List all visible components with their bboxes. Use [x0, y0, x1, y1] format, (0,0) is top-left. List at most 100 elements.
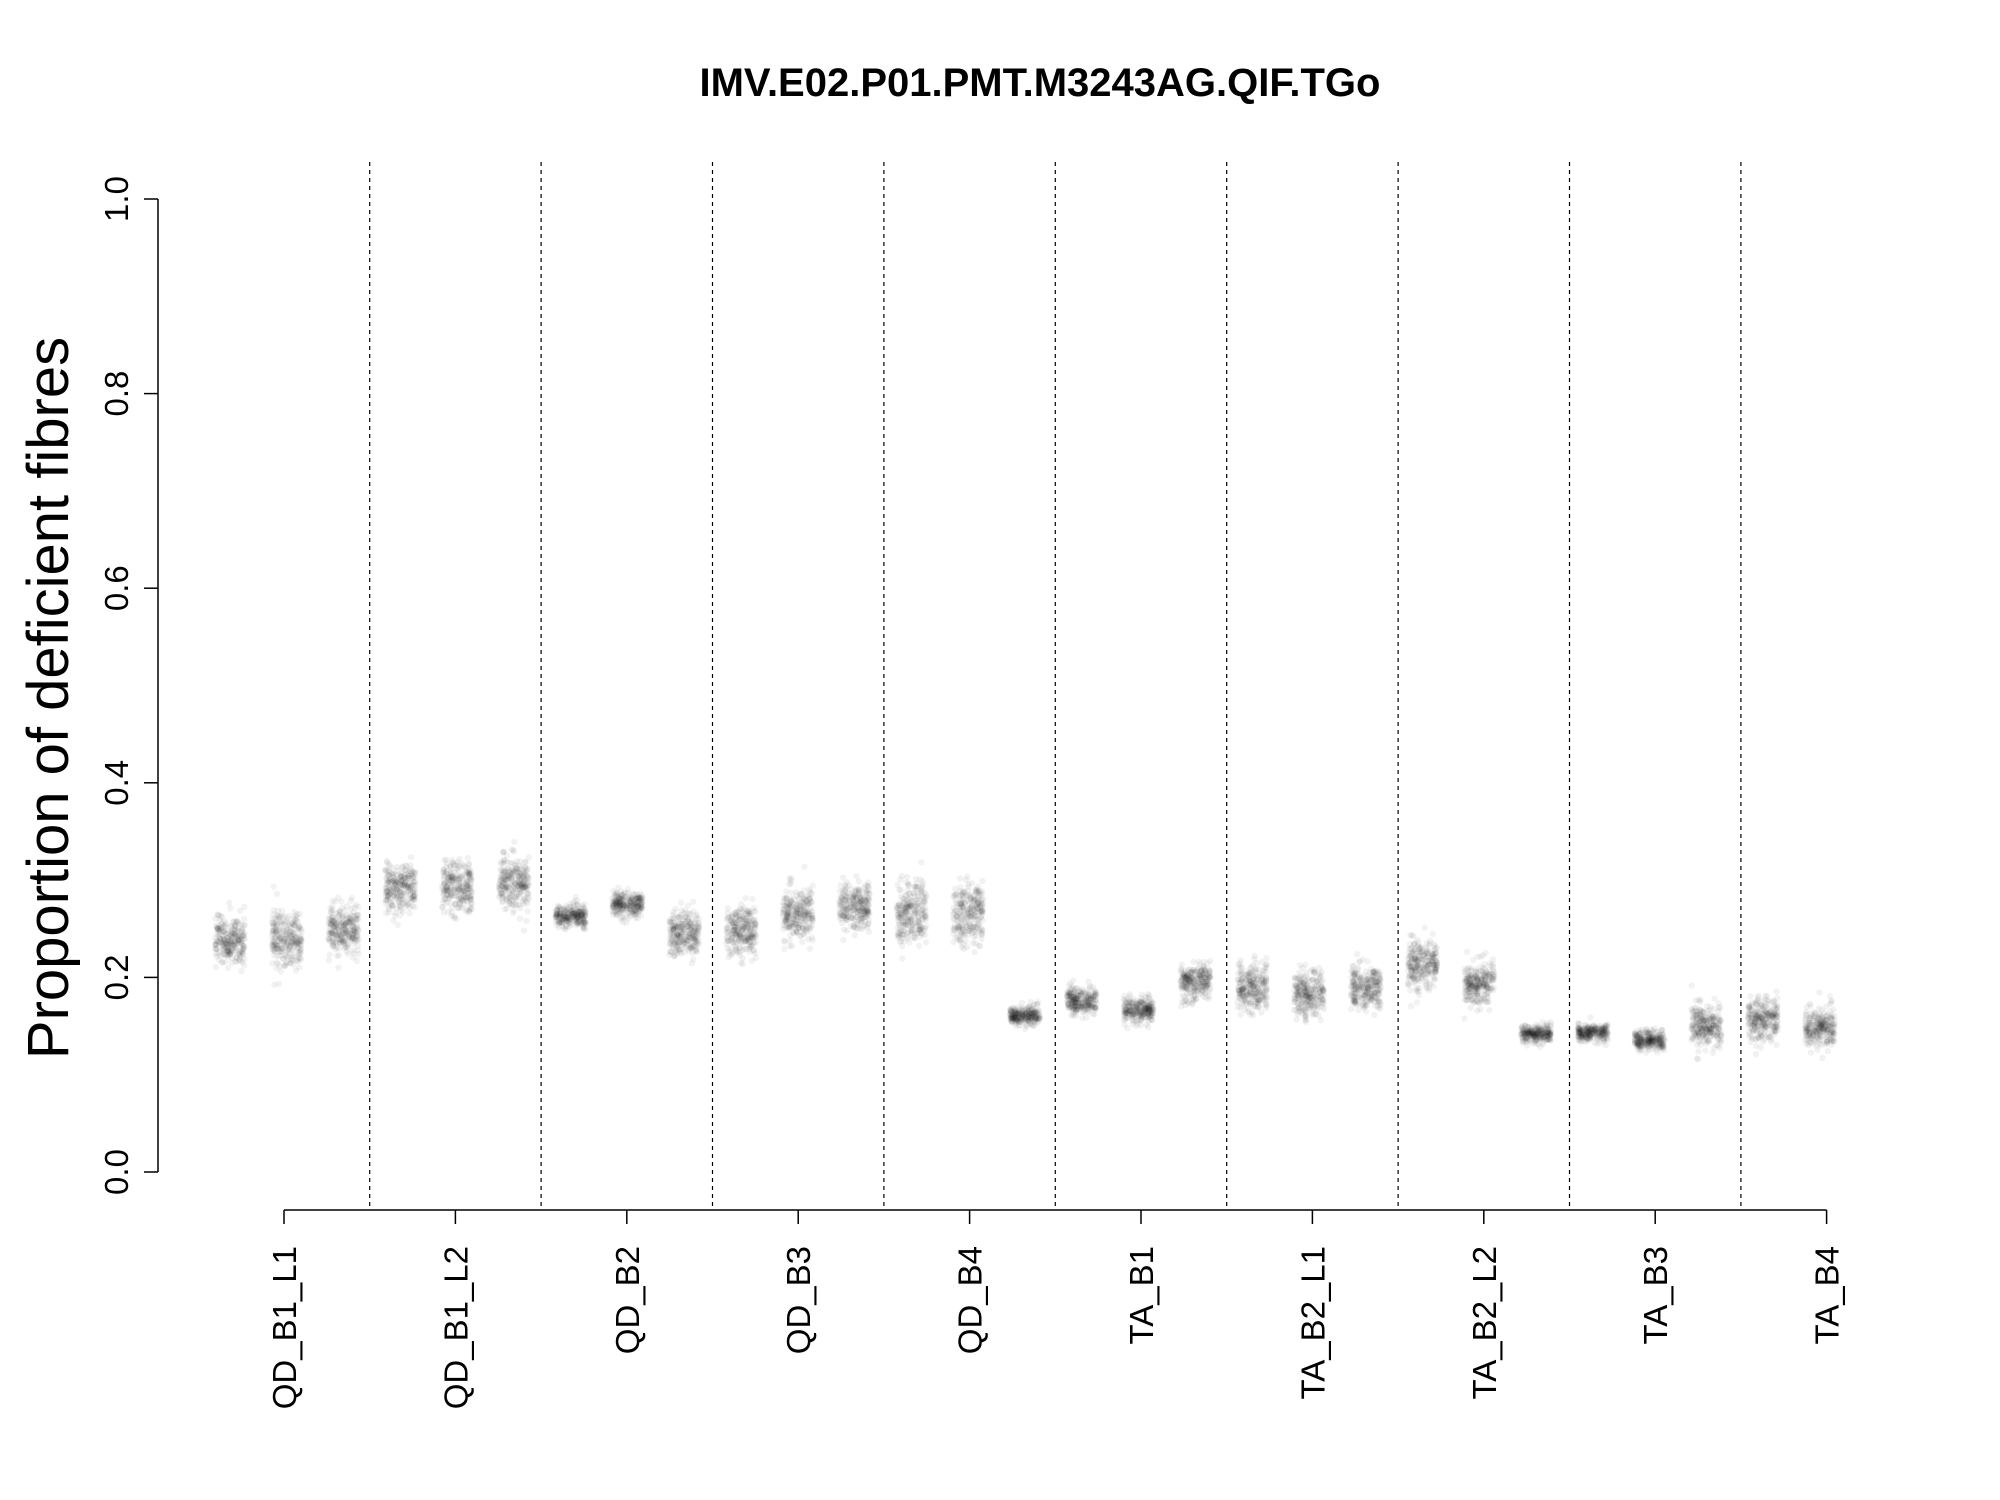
sample-point: [296, 924, 303, 931]
sample-point: [1034, 1001, 1041, 1008]
sample-point: [1136, 998, 1144, 1006]
sample-point: [453, 915, 460, 922]
sample-point: [1124, 1024, 1131, 1032]
sample-column: [666, 898, 703, 967]
sample-point: [346, 914, 353, 921]
sample-point: [1190, 958, 1197, 965]
sample-point: [864, 905, 871, 913]
sample-point: [678, 945, 686, 953]
sample-point: [214, 925, 221, 932]
sample-point: [914, 889, 921, 897]
sample-point: [677, 911, 684, 918]
sample-point: [222, 930, 230, 938]
y-tick-label: 0.4: [98, 760, 135, 806]
sample-point: [224, 947, 231, 954]
sample-point: [218, 921, 225, 928]
sample-point: [214, 924, 221, 932]
sample-point: [212, 934, 219, 942]
sample-point: [516, 915, 524, 922]
sample-point: [444, 875, 452, 882]
sample-point: [581, 908, 589, 916]
sample-point: [227, 950, 234, 957]
sample-point: [236, 935, 243, 943]
sample-point: [1200, 966, 1208, 973]
sample-point: [1065, 988, 1072, 996]
sample-point: [294, 945, 301, 952]
sample-point: [295, 951, 302, 958]
sample-point: [905, 890, 912, 897]
sample-point: [224, 927, 232, 935]
sample-point: [292, 912, 299, 919]
sample-point: [911, 934, 918, 941]
sample-point: [678, 899, 685, 906]
sample-point: [224, 946, 232, 954]
sample-point: [220, 928, 227, 935]
sample-point: [232, 926, 239, 933]
sample-point: [749, 930, 756, 938]
sample-point: [1007, 1015, 1014, 1023]
sample-point: [451, 892, 458, 899]
sample-point: [296, 923, 303, 931]
sample-point: [979, 911, 986, 918]
sample-point: [233, 954, 240, 961]
sample-point: [850, 906, 858, 914]
sample-point: [459, 897, 466, 904]
sample-point: [269, 923, 276, 930]
sample-point: [233, 945, 240, 952]
sample-point: [225, 964, 232, 972]
sample-point: [297, 935, 304, 942]
sample-point: [269, 943, 276, 950]
sample-point: [226, 940, 233, 947]
y-tick-label: 1.0: [98, 176, 135, 222]
sample-point: [805, 935, 812, 943]
sample-point: [348, 894, 356, 902]
sample-point: [288, 933, 295, 940]
sample-point: [789, 929, 797, 936]
sample-point: [213, 953, 220, 960]
sample-point: [277, 926, 284, 933]
sample-point: [221, 928, 228, 935]
sample-point: [237, 940, 244, 947]
sample-point: [228, 922, 235, 929]
sample-point: [236, 956, 243, 963]
sample-point: [894, 881, 901, 889]
sample-point: [326, 951, 333, 958]
sample-point: [215, 933, 222, 940]
sample-point: [240, 932, 247, 939]
sample-point: [396, 895, 403, 903]
sample-point: [297, 946, 304, 954]
sample-point: [226, 940, 233, 948]
sample-point: [281, 952, 288, 959]
sample-point: [220, 940, 227, 947]
sample-point: [288, 931, 295, 938]
sample-point: [214, 926, 222, 933]
sample-point: [296, 938, 304, 945]
sample-point: [285, 921, 292, 928]
sample-point: [499, 899, 506, 906]
sample-point: [1200, 993, 1207, 1000]
sample-point: [294, 911, 301, 918]
sample-point: [1126, 993, 1134, 1000]
sample-point: [563, 914, 570, 921]
sample-point: [272, 965, 280, 972]
sample-point: [281, 935, 289, 943]
sample-point: [520, 927, 528, 934]
sample-point: [525, 891, 532, 898]
sample-point: [287, 934, 294, 941]
sample-point: [1149, 1000, 1157, 1007]
sample-point: [228, 929, 236, 937]
sample-point: [217, 935, 224, 943]
sample-point: [220, 946, 227, 953]
sample-point: [284, 915, 292, 922]
sample-point: [500, 869, 508, 876]
sample-point: [903, 873, 911, 881]
sample-point: [239, 932, 246, 939]
sample-point: [240, 922, 248, 929]
sample-column: [1006, 998, 1044, 1033]
sample-point: [1242, 998, 1249, 1005]
sample-point: [235, 936, 242, 944]
sample-point: [525, 854, 533, 861]
sample-point: [509, 909, 517, 917]
sample-point: [272, 915, 279, 922]
sample-point: [391, 875, 398, 882]
